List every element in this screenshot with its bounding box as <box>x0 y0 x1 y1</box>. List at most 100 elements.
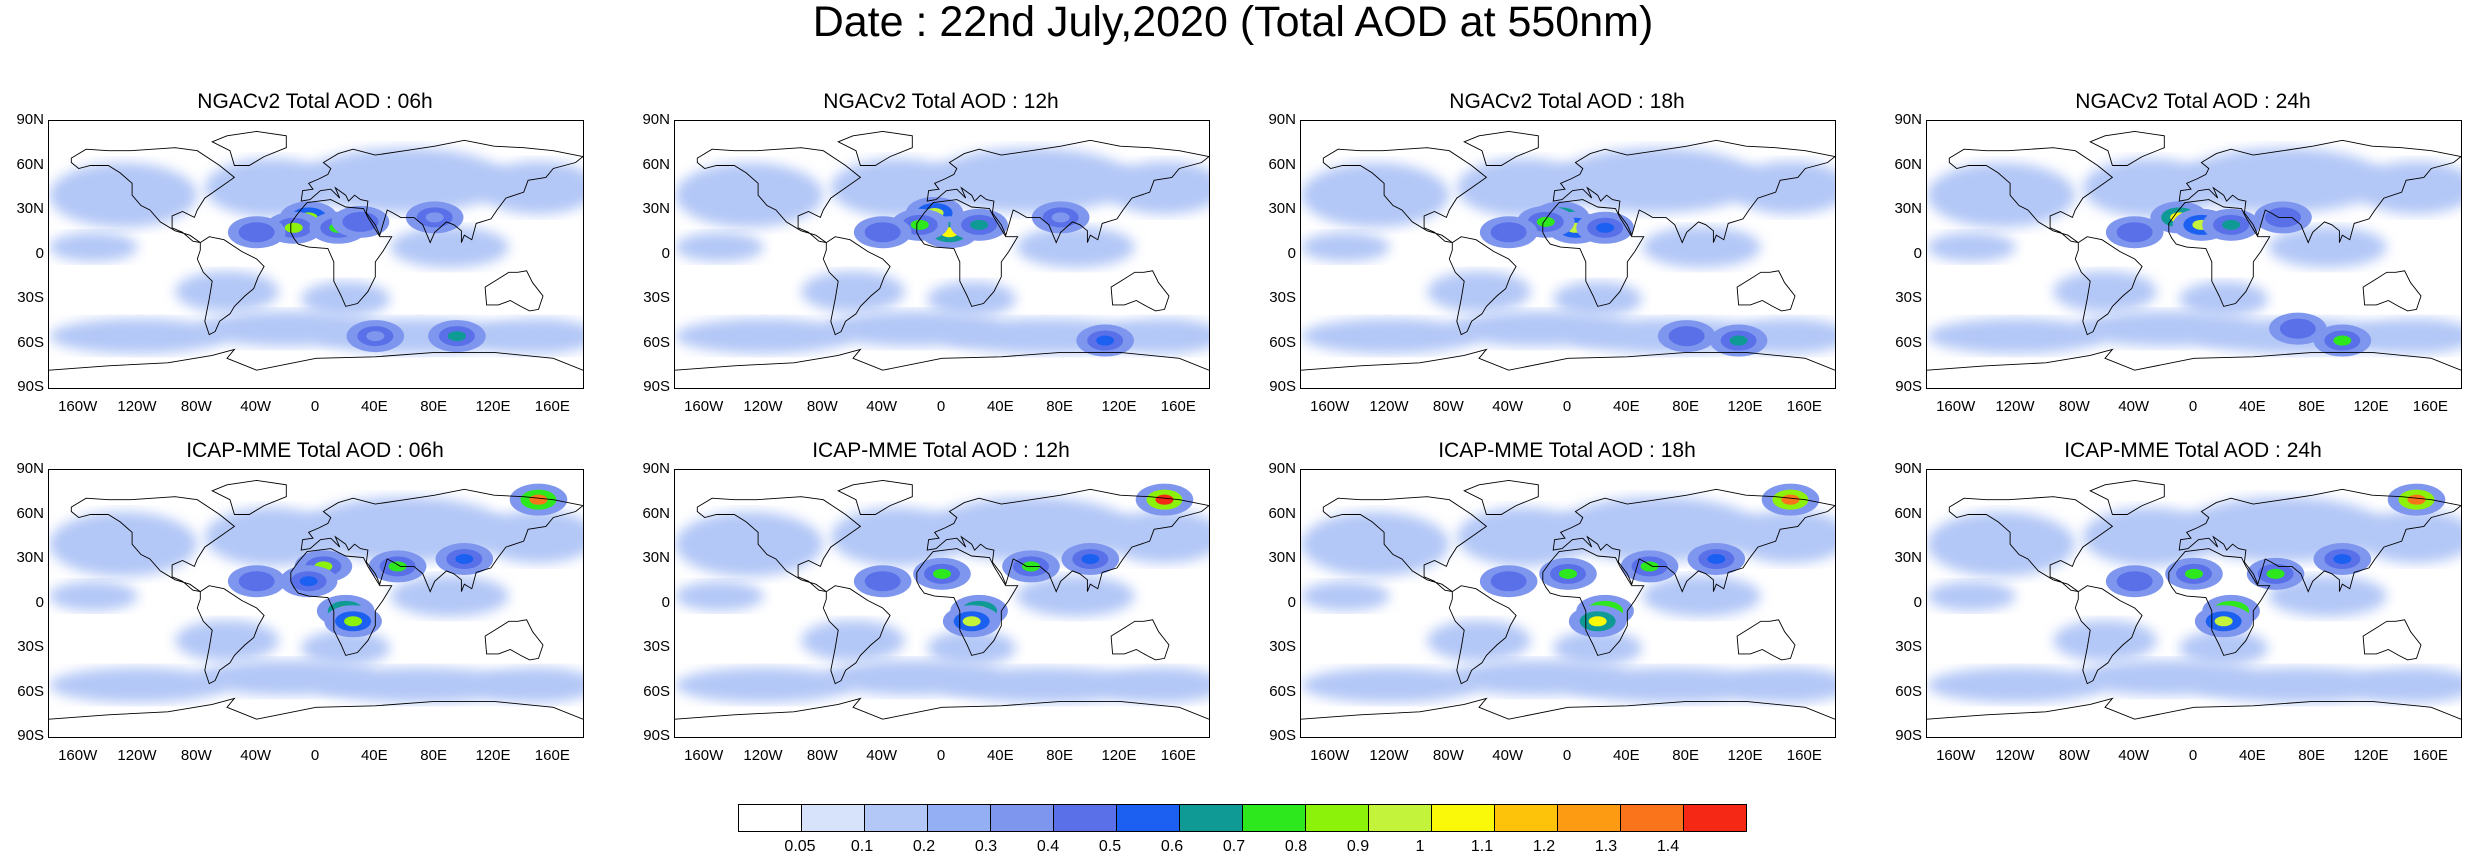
aod-background-band <box>390 226 509 268</box>
lon-tick-label: 120E <box>1101 747 1137 764</box>
lat-tick-label: 0 <box>1287 244 1296 262</box>
lat-tick-label: 30N <box>1268 200 1296 217</box>
lon-tick-label: 160W <box>684 747 724 764</box>
aod-background-band <box>175 619 279 662</box>
lat-tick-label: 60N <box>1894 504 1922 522</box>
lat-tick-label: 30N <box>1894 200 1922 217</box>
lon-tick-label: 80E <box>1672 398 1699 415</box>
colorbar-label: 0.8 <box>1284 838 1308 855</box>
aod-background-band <box>675 162 824 228</box>
lon-tick-label: 120W <box>743 398 783 415</box>
colorbar-label: 1.4 <box>1656 838 1680 855</box>
map-panel: ICAP-MME Total AOD : 18h 90N 60N 30N 0 30S 60S… <box>1252 437 1852 777</box>
aod-hotspot <box>1781 494 1800 505</box>
lat-tick-label: 0 <box>1913 244 1922 262</box>
lat-tick-label: 60S <box>17 682 44 700</box>
lon-tick-label: 160E <box>1160 398 1196 415</box>
lon-tick-label: 0 <box>1562 747 1572 764</box>
coastline-north-america <box>1948 147 2114 244</box>
lon-tick-label: 160W <box>1310 747 1350 764</box>
coastline-south-america <box>196 236 265 336</box>
aod-hotspot <box>2214 616 2233 627</box>
aod-background-band <box>801 270 905 313</box>
lon-tick-label: 160W <box>58 398 98 415</box>
aod-background-band <box>1105 510 1209 564</box>
aod-background-band <box>927 630 1017 666</box>
lon-tick-label: 80W <box>1432 747 1464 764</box>
colorbar-swatch <box>1179 804 1243 832</box>
aod-background-band <box>2053 619 2157 662</box>
lat-tick-label: 60N <box>642 504 670 522</box>
coastline-antarctica <box>675 348 1209 371</box>
lon-tick-label: 40W <box>866 747 898 764</box>
aod-background-band <box>2357 318 2461 354</box>
world-map <box>1300 120 1836 389</box>
lon-tick-label: 40W <box>2118 398 2150 415</box>
aod-background-band <box>1553 281 1643 317</box>
aod-hotspot <box>344 616 363 627</box>
map-panel: NGACv2 Total AOD : 12h 90N 60N 30N 0 30S 60S 90… <box>626 88 1226 428</box>
aod-hotspot <box>1499 576 1518 587</box>
lon-tick-label: 120W <box>117 747 157 764</box>
lat-tick-label: 90S <box>17 378 44 395</box>
coastline-greenland <box>837 479 913 515</box>
aod-background-band <box>1301 667 1479 703</box>
colorbar-swatch <box>864 804 928 832</box>
lat-tick-label: 90S <box>643 378 670 395</box>
lon-tick-label: 120W <box>1369 747 1409 764</box>
aod-background-band <box>1927 511 2076 577</box>
coastline-north-america <box>1322 147 1488 244</box>
lon-tick-label: 40E <box>2238 398 2266 415</box>
aod-background-band <box>479 318 583 354</box>
lon-tick-label: 80W <box>2058 747 2090 764</box>
coastline-south-america <box>822 585 891 685</box>
lon-tick-label: 40W <box>240 747 272 764</box>
lat-tick-label: 60N <box>16 504 44 522</box>
colorbar-label: 0.5 <box>1098 838 1122 855</box>
lon-tick-label: 0 <box>310 398 320 415</box>
coastline-greenland <box>1463 130 1539 166</box>
colorbar-swatch <box>1305 804 1369 832</box>
lat-tick-label: 60S <box>1895 333 1922 351</box>
aod-hotspot <box>1051 212 1070 223</box>
lon-tick-label: 0 <box>310 747 320 764</box>
lat-tick-label: 30S <box>1895 289 1922 306</box>
aod-background-band <box>2357 510 2461 564</box>
lon-tick-label: 120E <box>475 747 511 764</box>
lat-tick-label: 30S <box>643 289 670 306</box>
panel-title: ICAP-MME Total AOD : 12h <box>812 439 1070 462</box>
aod-hotspot <box>2185 568 2203 579</box>
coastline-eurasia <box>2178 139 2461 244</box>
aod-background-band <box>2179 630 2269 666</box>
coastline-africa <box>1542 199 1645 307</box>
aod-background-band <box>301 630 391 666</box>
coastline-australia <box>1110 619 1170 661</box>
aod-background-band <box>942 667 1150 703</box>
coastline-antarctica <box>675 697 1209 720</box>
aod-background-band <box>1105 667 1209 703</box>
coastline-south-america <box>196 585 265 685</box>
coastline-greenland <box>2089 479 2165 515</box>
lat-tick-label: 90N <box>1894 111 1922 128</box>
colorbar-label: 0.3 <box>974 838 998 855</box>
lon-tick-label: 40E <box>1612 747 1640 764</box>
lat-tick-label: 30N <box>642 549 670 566</box>
map-panel: NGACv2 Total AOD : 24h 90N 60N 30N 0 30S 60S 90… <box>1878 88 2466 428</box>
coastline-greenland <box>2089 130 2165 166</box>
aod-hotspot <box>425 212 444 223</box>
lat-tick-label: 90N <box>1894 460 1922 477</box>
lon-tick-label: 160E <box>534 398 570 415</box>
aod-background-band <box>801 619 905 662</box>
coastline-north-america <box>1322 496 1488 593</box>
lon-tick-label: 80E <box>1046 398 1073 415</box>
aod-hotspot <box>2288 323 2307 334</box>
aod-hotspot <box>2125 576 2144 587</box>
lat-tick-label: 90S <box>1895 727 1922 744</box>
colorbar-label: 1.1 <box>1470 838 1494 855</box>
lat-tick-label: 0 <box>661 244 670 262</box>
aod-background-band <box>49 667 227 703</box>
lat-tick-label: 0 <box>35 593 44 611</box>
colorbar-swatch <box>1242 804 1306 832</box>
coastline-antarctica <box>49 697 583 720</box>
lat-tick-label: 30S <box>1269 289 1296 306</box>
